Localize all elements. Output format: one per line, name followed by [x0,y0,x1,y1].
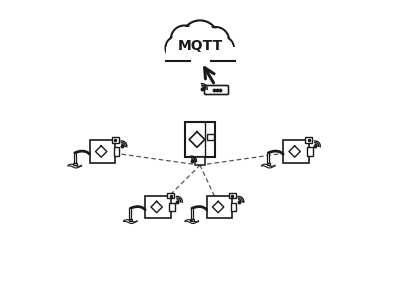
FancyBboxPatch shape [305,137,312,143]
Circle shape [204,29,227,52]
FancyBboxPatch shape [190,219,194,221]
Circle shape [213,38,232,58]
FancyBboxPatch shape [207,196,232,218]
FancyBboxPatch shape [307,148,313,155]
FancyBboxPatch shape [129,208,132,219]
Polygon shape [166,46,234,61]
FancyBboxPatch shape [112,137,119,143]
Circle shape [173,28,196,50]
FancyBboxPatch shape [73,163,76,165]
Circle shape [167,38,188,58]
FancyBboxPatch shape [191,208,193,219]
FancyBboxPatch shape [145,196,171,218]
Circle shape [166,36,190,60]
FancyBboxPatch shape [204,85,228,94]
FancyBboxPatch shape [169,203,175,211]
FancyBboxPatch shape [185,122,215,157]
FancyBboxPatch shape [267,153,270,163]
FancyBboxPatch shape [167,193,174,199]
FancyBboxPatch shape [230,203,236,211]
FancyBboxPatch shape [128,219,132,221]
Circle shape [171,26,198,52]
Circle shape [202,27,229,54]
FancyBboxPatch shape [266,163,270,165]
FancyBboxPatch shape [229,193,236,199]
Text: MQTT: MQTT [177,39,223,53]
Circle shape [181,20,218,58]
Circle shape [211,37,234,59]
FancyBboxPatch shape [114,148,120,155]
FancyBboxPatch shape [90,140,115,163]
FancyBboxPatch shape [283,140,309,163]
Polygon shape [166,46,234,61]
Circle shape [184,23,216,55]
FancyBboxPatch shape [195,157,205,165]
FancyBboxPatch shape [207,134,214,140]
FancyBboxPatch shape [74,153,76,163]
